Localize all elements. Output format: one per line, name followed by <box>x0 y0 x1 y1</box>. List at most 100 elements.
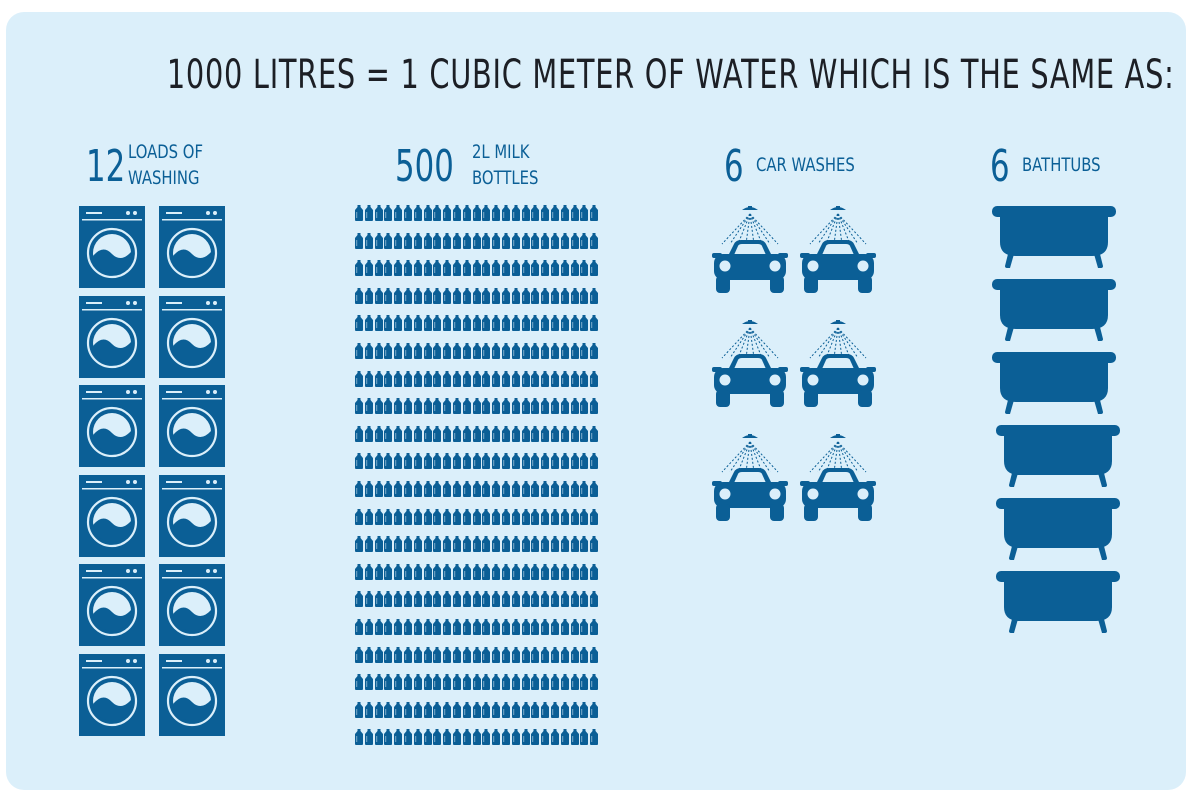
milk-bottle-icon <box>442 701 452 718</box>
milk-bottle-icon <box>511 481 521 497</box>
milk-bottle-icon <box>570 232 580 249</box>
milk-bottle-icon <box>423 729 433 746</box>
milk-bottle-icon <box>462 287 472 304</box>
milk-bottle-icon <box>462 453 472 470</box>
milk-bottle-icon <box>452 370 462 387</box>
milk-bottle-icon <box>540 674 550 691</box>
milk-bottle-icon <box>560 508 570 525</box>
milk-bottle-icon <box>491 398 501 415</box>
milk-bottle-icon <box>501 315 511 332</box>
washing-machine-icon <box>79 295 145 378</box>
milk-bottle-icon <box>540 508 550 525</box>
bottles-label-line1: 2L MILK <box>472 141 530 163</box>
milk-bottle-icon <box>383 674 393 691</box>
milk-bottle-icon <box>462 370 472 387</box>
milk-bottle-icon <box>491 481 501 497</box>
milk-bottle-icon <box>579 481 589 497</box>
milk-bottle-icon <box>432 343 442 359</box>
milk-bottle-icon <box>423 315 433 332</box>
milk-bottle-icon <box>413 287 423 304</box>
milk-bottle-icon <box>530 453 540 470</box>
milk-bottle-icon <box>462 701 472 718</box>
milk-bottle-icon <box>413 508 423 525</box>
milk-bottle-icon <box>521 674 531 691</box>
milk-bottle-icon <box>432 205 442 221</box>
milk-bottle-icon <box>560 453 570 470</box>
milk-bottle-icon <box>501 563 511 580</box>
milk-bottle-icon <box>511 370 521 387</box>
milk-bottle-icon <box>491 232 501 249</box>
milk-bottle-icon <box>589 481 599 497</box>
milk-bottle-icon <box>560 646 570 663</box>
milk-bottle-icon <box>423 481 433 497</box>
milk-bottle-icon <box>442 232 452 249</box>
milk-bottle-icon <box>570 674 580 691</box>
car-wash-icon <box>710 204 790 296</box>
car-wash-icon <box>798 432 878 524</box>
milk-bottle-icon <box>413 398 423 415</box>
milk-bottle-icon <box>521 370 531 387</box>
milk-bottle-icon <box>364 343 374 359</box>
milk-bottle-icon <box>452 232 462 249</box>
milk-bottle-icon <box>589 315 599 332</box>
milk-bottle-icon <box>403 315 413 332</box>
milk-bottle-icon <box>374 287 384 304</box>
milk-bottle-icon <box>432 729 442 746</box>
milk-bottle-icon <box>560 563 570 580</box>
milk-bottle-icon <box>413 260 423 277</box>
milk-bottle-icon <box>442 370 452 387</box>
milk-bottle-icon <box>501 398 511 415</box>
milk-bottle-icon <box>491 508 501 525</box>
milk-bottle-icon <box>432 619 442 635</box>
milk-bottle-icon <box>403 591 413 608</box>
milk-bottle-icon <box>511 729 521 746</box>
milk-bottle-icon <box>589 508 599 525</box>
milk-bottle-icon <box>540 205 550 221</box>
milk-bottle-icon <box>354 453 364 470</box>
milk-bottle-icon <box>364 453 374 470</box>
milk-bottle-icon <box>354 481 364 497</box>
milk-bottle-icon <box>432 508 442 525</box>
milk-bottle-icon <box>374 453 384 470</box>
milk-bottle-icon <box>432 481 442 497</box>
milk-bottle-icon <box>570 425 580 442</box>
milk-bottle-icon <box>521 508 531 525</box>
milk-bottle-icon <box>589 646 599 663</box>
milk-bottle-icon <box>530 563 540 580</box>
milk-bottle-icon <box>530 425 540 442</box>
washing-machine-icon <box>79 385 145 467</box>
milk-bottle-icon <box>364 315 374 332</box>
milk-bottle-icon <box>354 232 364 249</box>
milk-bottle-icon <box>540 453 550 470</box>
milk-bottle-icon <box>423 205 433 221</box>
milk-bottle-icon <box>452 674 462 691</box>
milk-bottle-icon <box>579 343 589 359</box>
milk-bottle-icon <box>521 205 531 221</box>
milk-bottle-icon <box>364 205 374 221</box>
milk-bottle-icon <box>413 591 423 608</box>
milk-bottle-icon <box>540 481 550 497</box>
milk-bottle-icon <box>423 536 433 553</box>
milk-bottle-icon <box>521 287 531 304</box>
milk-bottle-icon <box>530 481 540 497</box>
milk-bottle-icon <box>579 205 589 221</box>
washing-machine-icon <box>79 653 145 736</box>
washing-machine-icon <box>159 206 225 288</box>
milk-bottle-icon <box>550 481 560 497</box>
milk-bottle-icon <box>589 619 599 635</box>
milk-bottle-icon <box>383 370 393 387</box>
milk-bottle-icon <box>560 205 570 221</box>
milk-bottle-icon <box>550 425 560 442</box>
milk-bottle-icon <box>364 591 374 608</box>
milk-bottle-icon <box>570 453 580 470</box>
milk-bottle-icon <box>413 343 423 359</box>
milk-bottle-icon <box>462 315 472 332</box>
milk-bottle-icon <box>393 701 403 718</box>
milk-bottle-icon <box>383 205 393 221</box>
bottles-label-line2: BOTTLES <box>472 167 539 189</box>
bathtub-icon <box>996 498 1120 562</box>
milk-bottle-icon <box>521 343 531 359</box>
milk-bottle-icon <box>481 536 491 553</box>
milk-bottle-icon <box>570 398 580 415</box>
milk-bottle-icon <box>570 481 580 497</box>
